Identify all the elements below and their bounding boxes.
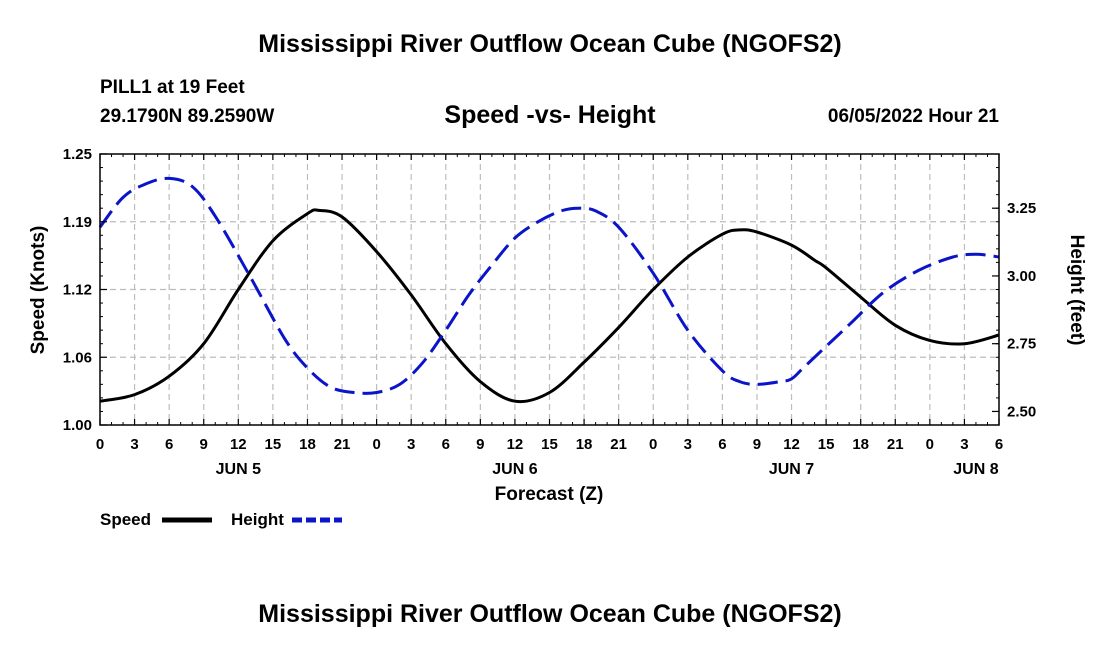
x-tick-label: 15: [265, 436, 282, 453]
legend-height-label: Height: [231, 510, 284, 529]
y-tick-label: 1.00: [63, 417, 92, 434]
day-label: JUN 8: [953, 461, 998, 478]
x-tick-label: 18: [576, 436, 593, 453]
x-tick-label: 6: [995, 436, 1003, 453]
speed-series-line: [99, 208, 1000, 404]
legend-speed-label: Speed: [100, 510, 152, 529]
chart-subtitle: Speed -vs- Height: [444, 101, 656, 129]
y2-tick-label: 2.50: [1007, 403, 1036, 420]
y-tick-label: 1.06: [63, 349, 92, 366]
y2-axis-label: Height (feet): [1066, 235, 1087, 346]
x-tick-label: 0: [96, 436, 104, 453]
forecast-datetime: 06/05/2022 Hour 21: [827, 106, 999, 127]
y-axis-label: Speed (Knots): [28, 226, 49, 355]
x-tick-label: 6: [165, 436, 173, 453]
station-label: PILL1 at 19 Feet: [100, 77, 245, 98]
y-tick-label: 1.19: [63, 214, 92, 231]
x-tick-label: 12: [507, 436, 524, 453]
x-tick-label: 9: [200, 436, 208, 453]
y2-tick-label: 3.25: [1007, 200, 1036, 217]
y2-tick-label: 3.00: [1007, 268, 1036, 285]
day-label: JUN 5: [216, 461, 261, 478]
x-tick-label: 12: [783, 436, 800, 453]
y2-tick-label: 2.75: [1007, 336, 1036, 353]
grid-lines: [100, 154, 999, 425]
x-tick-label: 9: [753, 436, 761, 453]
x-axis-label: Forecast (Z): [495, 484, 604, 505]
x-tick-label: 9: [476, 436, 484, 453]
x-tick-label: 21: [610, 436, 627, 453]
x-tick-label: 0: [649, 436, 657, 453]
height-series-line: [98, 176, 1000, 395]
x-tick-label: 3: [960, 436, 968, 453]
x-tick-label: 15: [818, 436, 835, 453]
y-tick-label: 1.12: [63, 282, 92, 299]
chart-title: Mississippi River Outflow Ocean Cube (NG…: [258, 30, 842, 58]
x-tick-label: 18: [299, 436, 316, 453]
x-tick-label: 21: [887, 436, 904, 453]
y-tick-label: 1.25: [63, 146, 92, 163]
x-tick-label: 3: [130, 436, 138, 453]
x-tick-label: 21: [334, 436, 351, 453]
chart-title-bottom: Mississippi River Outflow Ocean Cube (NG…: [258, 600, 842, 628]
x-tick-label: 0: [372, 436, 380, 453]
x-tick-label: 12: [230, 436, 247, 453]
x-tick-label: 3: [684, 436, 692, 453]
x-tick-label: 15: [541, 436, 558, 453]
day-label: JUN 7: [769, 461, 814, 478]
day-label: JUN 6: [492, 461, 537, 478]
x-tick-label: 0: [926, 436, 934, 453]
x-tick-label: 6: [718, 436, 726, 453]
axes: 0 3 6 9 12 15 18 21 0 3 6 9 12 15 18 21 0 3 6 9 12 15 18 21 0 3 6 J…: [63, 146, 1036, 478]
station-coordinates: 29.1790N 89.2590W: [100, 106, 275, 127]
x-tick-label: 6: [442, 436, 450, 453]
data-series: [98, 176, 1000, 404]
x-tick-label: 3: [407, 436, 415, 453]
x-tick-label: 18: [852, 436, 869, 453]
